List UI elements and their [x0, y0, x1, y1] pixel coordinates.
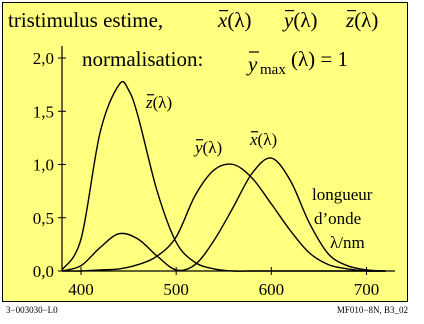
- curve-label-0: z(λ): [145, 93, 172, 112]
- x-tick-label: 600: [259, 280, 285, 299]
- svg-text:z(λ): z(λ): [145, 93, 172, 112]
- x-axis-label: longueur d’onde λ/nm: [312, 185, 373, 252]
- svg-text:y(λ): y(λ): [282, 8, 318, 32]
- x-bar-curve: [61, 157, 386, 272]
- title-function-1: y(λ): [282, 8, 318, 32]
- y-tick-label: 2,0: [33, 49, 54, 68]
- normalisation-annotation: normalisation: y max (λ) = 1: [82, 47, 348, 78]
- curve-labels: z(λ) y(λ) x(λ): [145, 93, 277, 157]
- chart-panel: [2, 2, 408, 302]
- svg-text:z(λ): z(λ): [345, 8, 378, 32]
- x-tick-label: 400: [68, 280, 94, 299]
- z-bar-curve: [61, 80, 386, 272]
- svg-text:x(λ): x(λ): [249, 130, 277, 149]
- footer-right-code: MF010−8N, B3_02: [336, 305, 408, 315]
- svg-text:y(λ): y(λ): [193, 138, 222, 157]
- curve-label-1: y(λ): [193, 138, 222, 157]
- svg-text:y: y: [246, 52, 258, 76]
- y-bar-curve: [61, 163, 386, 272]
- x-tick-label: 700: [354, 280, 380, 299]
- x-tick-label: 500: [163, 280, 189, 299]
- svg-text:x(λ): x(λ): [217, 8, 252, 32]
- curve-label-2: x(λ): [249, 130, 277, 149]
- annotation-subscript: max: [260, 62, 286, 78]
- title-text: tristimulus estime,: [8, 8, 163, 32]
- footer-left-code: 3−003030−L0: [6, 305, 58, 315]
- curves: [61, 80, 386, 272]
- y-tick-label: 1,5: [33, 102, 54, 121]
- annotation-left: normalisation:: [82, 47, 203, 71]
- y-tick-label: 1,0: [33, 156, 54, 175]
- title-function-2: z(λ): [345, 8, 378, 32]
- x-label-line-2: λ/nm: [330, 233, 365, 252]
- y-tick-label: 0,0: [33, 262, 54, 281]
- annotation-symbol: y: [246, 51, 259, 76]
- chart-title: tristimulus estime, x(λ) y(λ) z(λ): [8, 8, 378, 32]
- x-label-line-0: longueur: [312, 185, 373, 204]
- annotation-right: (λ) = 1: [291, 47, 348, 71]
- title-function-0: x(λ): [217, 8, 252, 32]
- y-tick-label: 0,5: [33, 209, 54, 228]
- x-label-line-1: d’onde: [314, 209, 361, 228]
